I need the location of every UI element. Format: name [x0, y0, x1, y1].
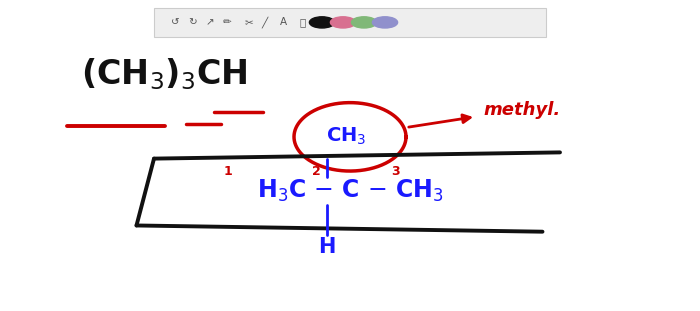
Circle shape [351, 17, 377, 28]
Text: ↗: ↗ [206, 17, 214, 27]
Text: 2: 2 [312, 165, 321, 178]
Text: ↻: ↻ [188, 17, 197, 27]
Text: 1: 1 [223, 165, 232, 178]
Text: H: H [318, 237, 335, 257]
Text: CH$_3$: CH$_3$ [326, 126, 367, 147]
Text: ↺: ↺ [171, 17, 179, 27]
Text: A: A [280, 17, 287, 27]
Circle shape [330, 17, 356, 28]
FancyBboxPatch shape [154, 8, 546, 37]
Text: methyl.: methyl. [483, 101, 560, 119]
Circle shape [372, 17, 398, 28]
Text: (CH$_3$)$_3$CH: (CH$_3$)$_3$CH [81, 57, 248, 92]
Text: ✏: ✏ [223, 17, 232, 27]
Text: ╱: ╱ [262, 16, 267, 28]
Text: ⬜: ⬜ [300, 17, 305, 27]
Circle shape [309, 17, 335, 28]
Text: ✂: ✂ [244, 17, 253, 27]
Text: 3: 3 [391, 165, 400, 178]
Text: H$_3$C $-$ C $-$ CH$_3$: H$_3$C $-$ C $-$ CH$_3$ [257, 178, 443, 204]
